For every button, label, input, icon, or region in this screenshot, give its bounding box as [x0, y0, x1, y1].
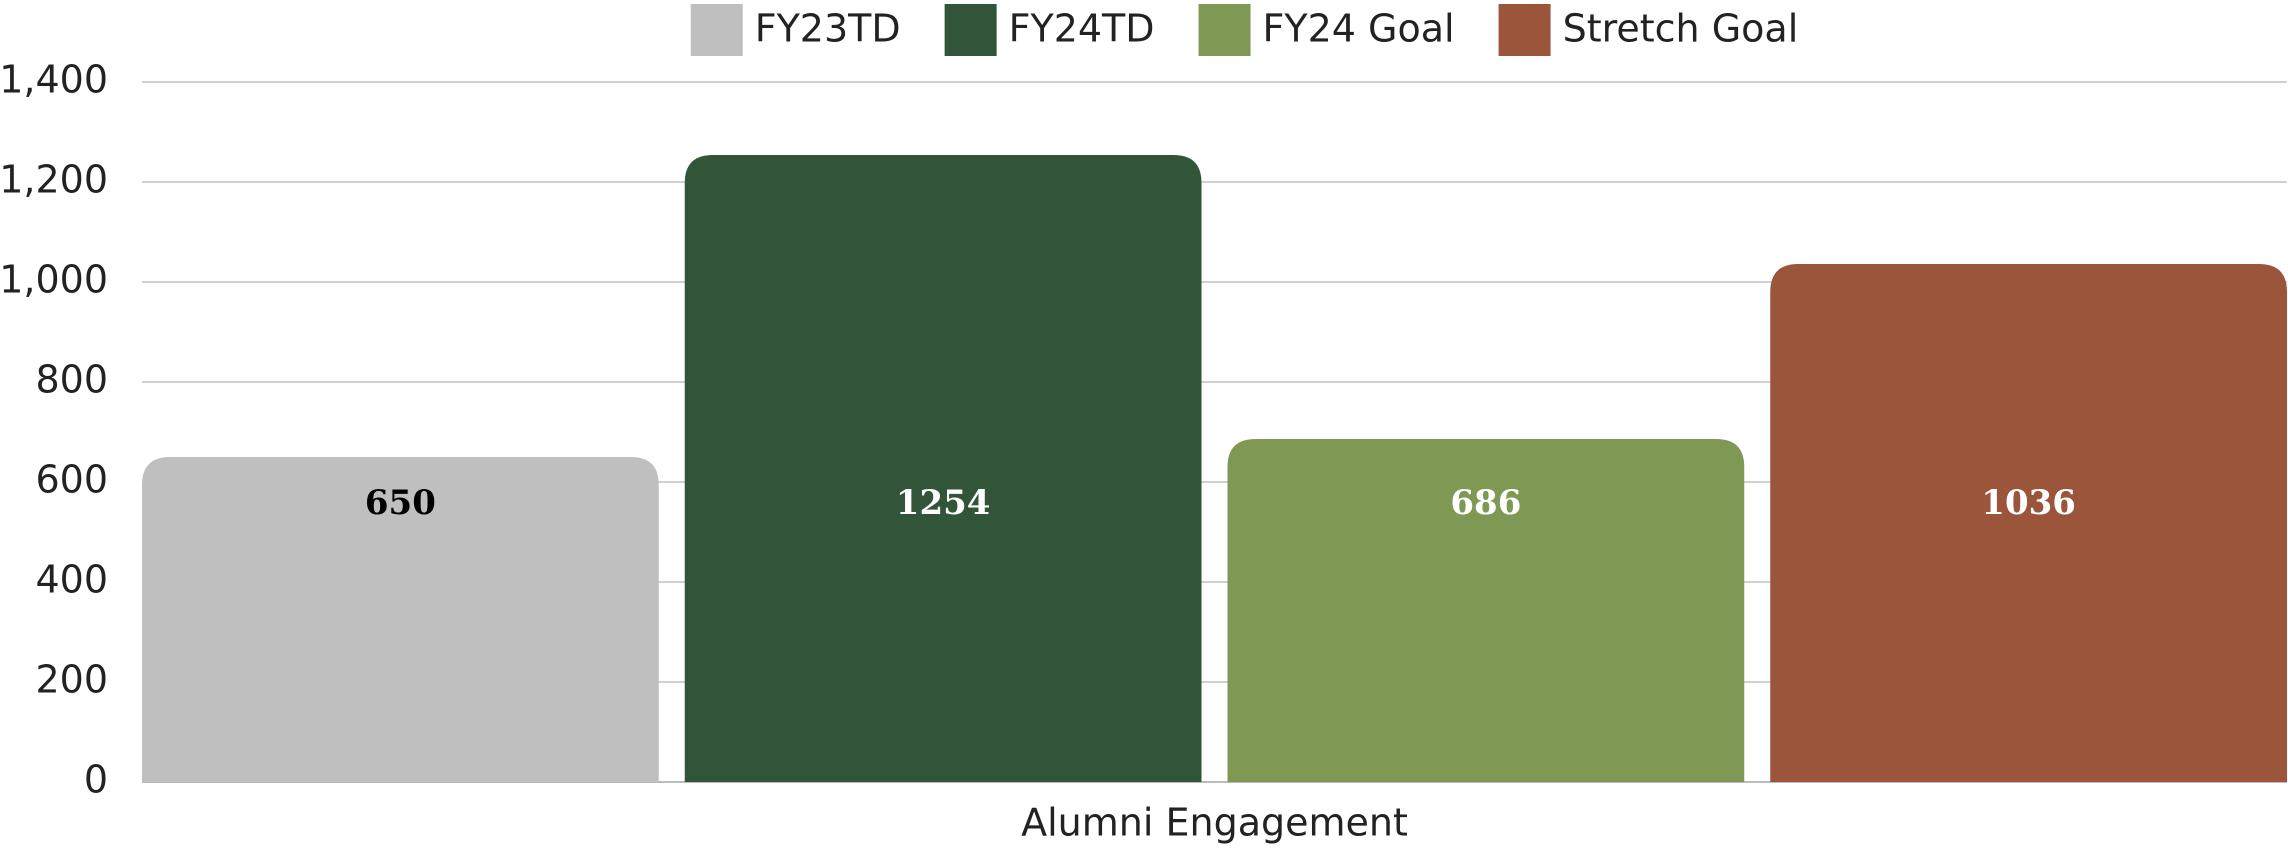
legend-swatch: [690, 4, 743, 56]
legend-label: FY23TD: [755, 7, 901, 51]
legend-swatch: [1198, 4, 1251, 56]
x-tick-label: Alumni Engagement: [1021, 801, 1408, 845]
value-label: 686: [1450, 483, 1521, 523]
y-tick-label: 0: [84, 758, 108, 802]
y-tick-label: 1,400: [0, 58, 108, 102]
bar: [1770, 264, 2287, 782]
y-tick-label: 200: [35, 658, 108, 702]
legend-label: FY24TD: [1009, 7, 1155, 51]
legend-label: FY24 Goal: [1263, 7, 1455, 51]
legend-swatch: [944, 4, 997, 56]
bar: [1227, 439, 1745, 782]
y-tick-label: 1,200: [0, 158, 108, 202]
bar: [684, 155, 1202, 782]
legend-swatch: [1498, 4, 1551, 56]
y-tick-label: 600: [35, 458, 108, 502]
value-label: 650: [365, 483, 436, 523]
bar: [142, 457, 659, 782]
y-tick-label: 1,000: [0, 258, 108, 302]
y-tick-label: 800: [35, 358, 108, 402]
value-label: 1254: [896, 483, 991, 523]
value-label: 1036: [1981, 483, 2076, 523]
legend-label: Stretch Goal: [1563, 7, 1799, 51]
y-tick-label: 400: [35, 558, 108, 602]
